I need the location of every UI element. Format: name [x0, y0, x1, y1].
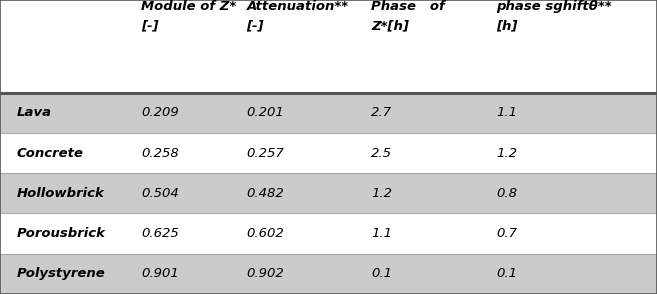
Text: 0.902: 0.902: [246, 267, 284, 280]
Text: 0.201: 0.201: [246, 106, 284, 119]
Bar: [0, 254, 657, 294]
Bar: [0, 173, 657, 213]
Text: 2.5: 2.5: [371, 146, 392, 160]
Text: Polystyrene: Polystyrene: [16, 267, 105, 280]
Text: 0.602: 0.602: [246, 227, 284, 240]
Text: 1.1: 1.1: [371, 227, 392, 240]
Text: Attenuation**: Attenuation**: [246, 0, 348, 13]
Text: [-]: [-]: [141, 19, 159, 32]
Text: 0.8: 0.8: [496, 187, 517, 200]
Text: 1.2: 1.2: [496, 146, 517, 160]
Text: Lava: Lava: [16, 106, 51, 119]
Text: Hollowbrick: Hollowbrick: [16, 187, 104, 200]
Text: 0.625: 0.625: [141, 227, 179, 240]
Text: 0.258: 0.258: [141, 146, 179, 160]
Text: 0.7: 0.7: [496, 227, 517, 240]
Text: phase sghiftθ**: phase sghiftθ**: [496, 0, 612, 13]
Text: Porousbrick: Porousbrick: [16, 227, 105, 240]
Text: 1.1: 1.1: [496, 106, 517, 119]
Text: 1.2: 1.2: [371, 187, 392, 200]
Text: 0.257: 0.257: [246, 146, 284, 160]
Bar: [0, 213, 657, 254]
Text: 0.901: 0.901: [141, 267, 179, 280]
Text: 0.1: 0.1: [496, 267, 517, 280]
Text: 0.504: 0.504: [141, 187, 179, 200]
Bar: [0, 93, 657, 133]
Bar: [0, 133, 657, 173]
Text: Phase   of: Phase of: [371, 0, 445, 13]
Text: Z*[h]: Z*[h]: [371, 19, 409, 32]
Text: Concrete: Concrete: [16, 146, 83, 160]
Text: Module of Z*: Module of Z*: [141, 0, 237, 13]
Text: 2.7: 2.7: [371, 106, 392, 119]
Text: 0.482: 0.482: [246, 187, 284, 200]
Text: [-]: [-]: [246, 19, 264, 32]
Text: 0.209: 0.209: [141, 106, 179, 119]
Text: [h]: [h]: [496, 19, 518, 32]
Text: 0.1: 0.1: [371, 267, 392, 280]
